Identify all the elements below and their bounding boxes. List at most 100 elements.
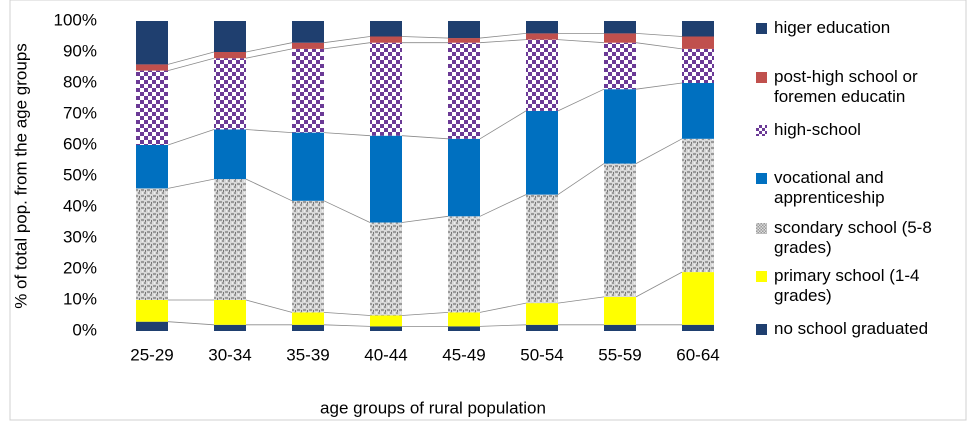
series-line bbox=[323, 132, 371, 137]
bar-segment bbox=[292, 132, 324, 201]
bar-segment bbox=[136, 300, 168, 322]
series-line bbox=[401, 36, 449, 39]
y-axis-title: % of total pop. from the age groups bbox=[11, 43, 30, 309]
legend-item: no school graduated bbox=[750, 319, 965, 339]
series-line bbox=[479, 302, 527, 313]
bar-segment bbox=[604, 163, 636, 297]
series-line bbox=[635, 82, 683, 90]
series-line bbox=[167, 51, 215, 65]
bar-segment bbox=[604, 296, 636, 325]
bar-segment bbox=[604, 21, 636, 34]
y-tick-label: 30% bbox=[63, 227, 97, 246]
y-tick-label: 80% bbox=[63, 72, 97, 91]
series-line bbox=[635, 138, 683, 164]
bar-segment bbox=[682, 324, 714, 331]
bar-segment bbox=[682, 83, 714, 139]
series-line bbox=[479, 33, 527, 39]
legend-item: post-high school or foremen educatin bbox=[750, 67, 965, 107]
bar-segment bbox=[292, 200, 324, 313]
bar-segment bbox=[370, 42, 402, 136]
bar-segment bbox=[214, 21, 246, 52]
legend-swatch bbox=[756, 72, 767, 83]
bar-segment bbox=[292, 21, 324, 43]
x-tick-label: 35-39 bbox=[286, 345, 329, 364]
series-line bbox=[245, 48, 293, 59]
bar-segment bbox=[682, 138, 714, 273]
series-line bbox=[635, 42, 683, 50]
bar-segment bbox=[136, 321, 168, 331]
bar-segment bbox=[448, 312, 480, 327]
legend-label: higer education bbox=[774, 18, 891, 37]
y-tick-label: 40% bbox=[63, 196, 97, 215]
bar-segment bbox=[526, 324, 558, 331]
x-axis-title: age groups of rural population bbox=[320, 398, 546, 417]
bar-segment bbox=[292, 324, 324, 331]
legend-swatch bbox=[756, 223, 767, 234]
bar-segment bbox=[682, 21, 714, 37]
bar-segment bbox=[136, 188, 168, 300]
series-line bbox=[557, 163, 605, 195]
legend-item: scondary school (5-8 grades) bbox=[750, 218, 965, 258]
x-tick-label: 25-29 bbox=[130, 345, 173, 364]
series-line bbox=[479, 110, 527, 140]
legend-swatch bbox=[756, 173, 767, 184]
bar-segment bbox=[604, 89, 636, 164]
series-line bbox=[167, 178, 215, 189]
y-tick-label: 10% bbox=[63, 289, 97, 308]
legend-swatch bbox=[756, 324, 767, 335]
bar-segment bbox=[370, 36, 402, 43]
bar-segment bbox=[526, 21, 558, 34]
legend-item: primary school (1-4 grades) bbox=[750, 266, 965, 306]
bar-segment bbox=[682, 48, 714, 83]
series-line bbox=[479, 39, 527, 44]
series-line bbox=[557, 296, 605, 304]
bar-segment bbox=[526, 194, 558, 304]
bar-segment bbox=[526, 110, 558, 195]
series-line bbox=[557, 88, 605, 112]
bar-segment bbox=[214, 58, 246, 130]
bar-segment bbox=[214, 129, 246, 180]
legend-label: vocational and apprenticeship bbox=[774, 168, 885, 207]
series-line bbox=[323, 312, 371, 316]
bar-segment bbox=[604, 42, 636, 90]
legend-label: scondary school (5-8 grades) bbox=[774, 218, 932, 257]
bar-segment bbox=[136, 21, 168, 65]
legend-item: high-school bbox=[750, 120, 965, 140]
series-line bbox=[479, 194, 527, 217]
bar-segment bbox=[136, 145, 168, 189]
legend-item: vocational and apprenticeship bbox=[750, 168, 965, 208]
y-tick-label: 0% bbox=[72, 320, 97, 339]
series-line bbox=[245, 299, 293, 313]
bar-segment bbox=[292, 42, 324, 49]
legend-swatch bbox=[756, 271, 767, 282]
series-line bbox=[167, 57, 215, 71]
legend-swatch bbox=[756, 23, 767, 34]
series-line bbox=[323, 200, 371, 223]
legend-label: no school graduated bbox=[774, 319, 929, 338]
series-line bbox=[245, 42, 293, 53]
bar-segment bbox=[448, 38, 480, 43]
x-tick-label: 45-49 bbox=[442, 345, 485, 364]
y-tick-label: 20% bbox=[63, 258, 97, 277]
bar-segment bbox=[448, 216, 480, 313]
bar-segment bbox=[370, 21, 402, 37]
y-tick-label: 70% bbox=[63, 103, 97, 122]
series-line bbox=[245, 129, 293, 133]
series-line bbox=[167, 129, 215, 146]
series-line bbox=[557, 39, 605, 44]
y-tick-label: 90% bbox=[63, 41, 97, 60]
series-line bbox=[401, 312, 449, 316]
bar-segment bbox=[214, 52, 246, 59]
bar-segment bbox=[604, 33, 636, 43]
bar-segment bbox=[292, 48, 324, 133]
series-line bbox=[323, 42, 371, 50]
bar-segment bbox=[448, 21, 480, 39]
x-tick-label: 60-64 bbox=[676, 345, 719, 364]
bar-segment bbox=[370, 315, 402, 327]
series-line bbox=[635, 271, 683, 298]
x-tick-label: 50-54 bbox=[520, 345, 563, 364]
series-line bbox=[401, 215, 449, 223]
bar-segment bbox=[526, 39, 558, 111]
